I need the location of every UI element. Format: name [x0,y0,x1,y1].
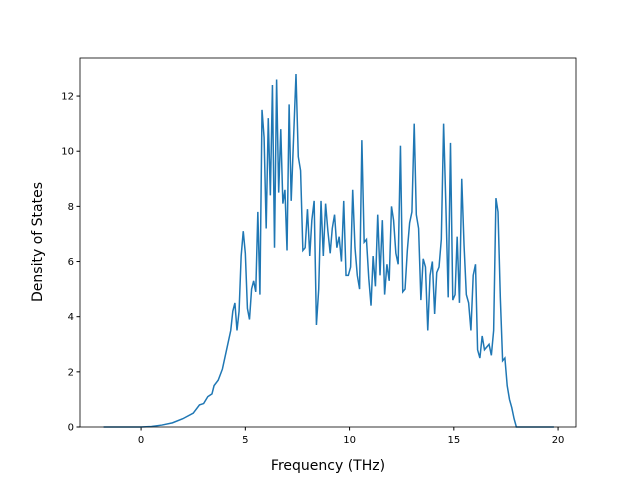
y-tick-label: 6 [68,257,74,268]
y-tick-label: 12 [61,92,74,103]
x-tick-label: 20 [552,435,565,446]
y-tick-label: 8 [68,202,74,213]
x-axis-label: Frequency (THz) [271,458,385,474]
y-tick-label: 2 [68,367,74,378]
x-tick-label: 5 [242,435,248,446]
plot-frame [79,57,577,428]
line [103,73,554,428]
x-tick-label: 10 [343,435,356,446]
y-tick-label: 4 [68,312,74,323]
y-tick-label: 0 [68,423,74,434]
y-tick-label: 10 [61,147,74,158]
x-tick-label: 15 [447,435,460,446]
x-tick-label: 0 [138,435,144,446]
y-axis-label: Density of States [30,182,46,302]
